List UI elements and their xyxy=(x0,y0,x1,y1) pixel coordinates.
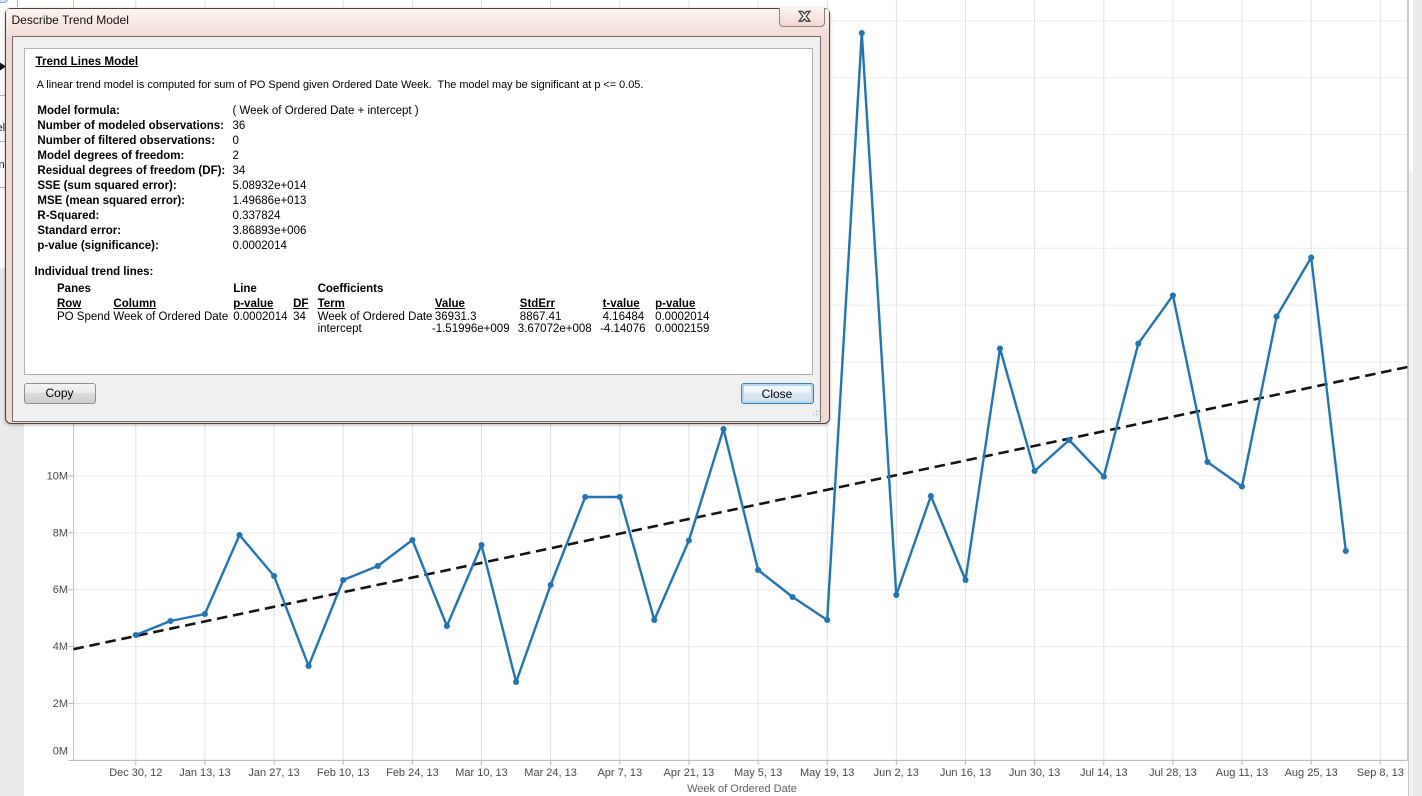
svg-text:Jul 14, 13: Jul 14, 13 xyxy=(1080,767,1128,779)
svg-text:Jun 16, 13: Jun 16, 13 xyxy=(940,767,991,779)
svg-text:Jan 13, 13: Jan 13, 13 xyxy=(179,767,230,779)
svg-text:el: el xyxy=(0,122,5,134)
svg-text:Dec 30, 12: Dec 30, 12 xyxy=(109,767,162,779)
svg-text:6M: 6M xyxy=(53,584,68,596)
svg-text:Jun 2, 13: Jun 2, 13 xyxy=(874,767,919,779)
svg-text:Jun 30, 13: Jun 30, 13 xyxy=(1009,767,1060,779)
svg-text:4M: 4M xyxy=(53,641,68,653)
svg-text:2M: 2M xyxy=(53,698,68,710)
svg-text:Jul 28, 13: Jul 28, 13 xyxy=(1149,767,1197,779)
svg-text:Week of Ordered Date: Week of Ordered Date xyxy=(687,783,797,795)
svg-text:8M: 8M xyxy=(53,527,68,539)
svg-text:Feb 10, 13: Feb 10, 13 xyxy=(317,767,370,779)
svg-text:n: n xyxy=(0,159,5,171)
svg-text:Sep 8, 13: Sep 8, 13 xyxy=(1357,767,1404,779)
svg-text:Mar 10, 13: Mar 10, 13 xyxy=(455,767,508,779)
svg-text:May 19, 13: May 19, 13 xyxy=(800,767,854,779)
svg-text:Mar 24, 13: Mar 24, 13 xyxy=(524,767,577,779)
svg-text:Apr 7, 13: Apr 7, 13 xyxy=(597,767,642,779)
svg-text:0M: 0M xyxy=(53,746,68,758)
svg-text:Apr 21, 13: Apr 21, 13 xyxy=(664,767,715,779)
svg-text:Feb 24, 13: Feb 24, 13 xyxy=(386,767,439,779)
svg-text:Aug 25, 13: Aug 25, 13 xyxy=(1285,767,1338,779)
svg-text:May 5, 13: May 5, 13 xyxy=(734,767,782,779)
svg-text:10M: 10M xyxy=(47,470,68,482)
svg-text:Jan 27, 13: Jan 27, 13 xyxy=(248,767,299,779)
svg-text:Aug 11, 13: Aug 11, 13 xyxy=(1216,767,1268,779)
